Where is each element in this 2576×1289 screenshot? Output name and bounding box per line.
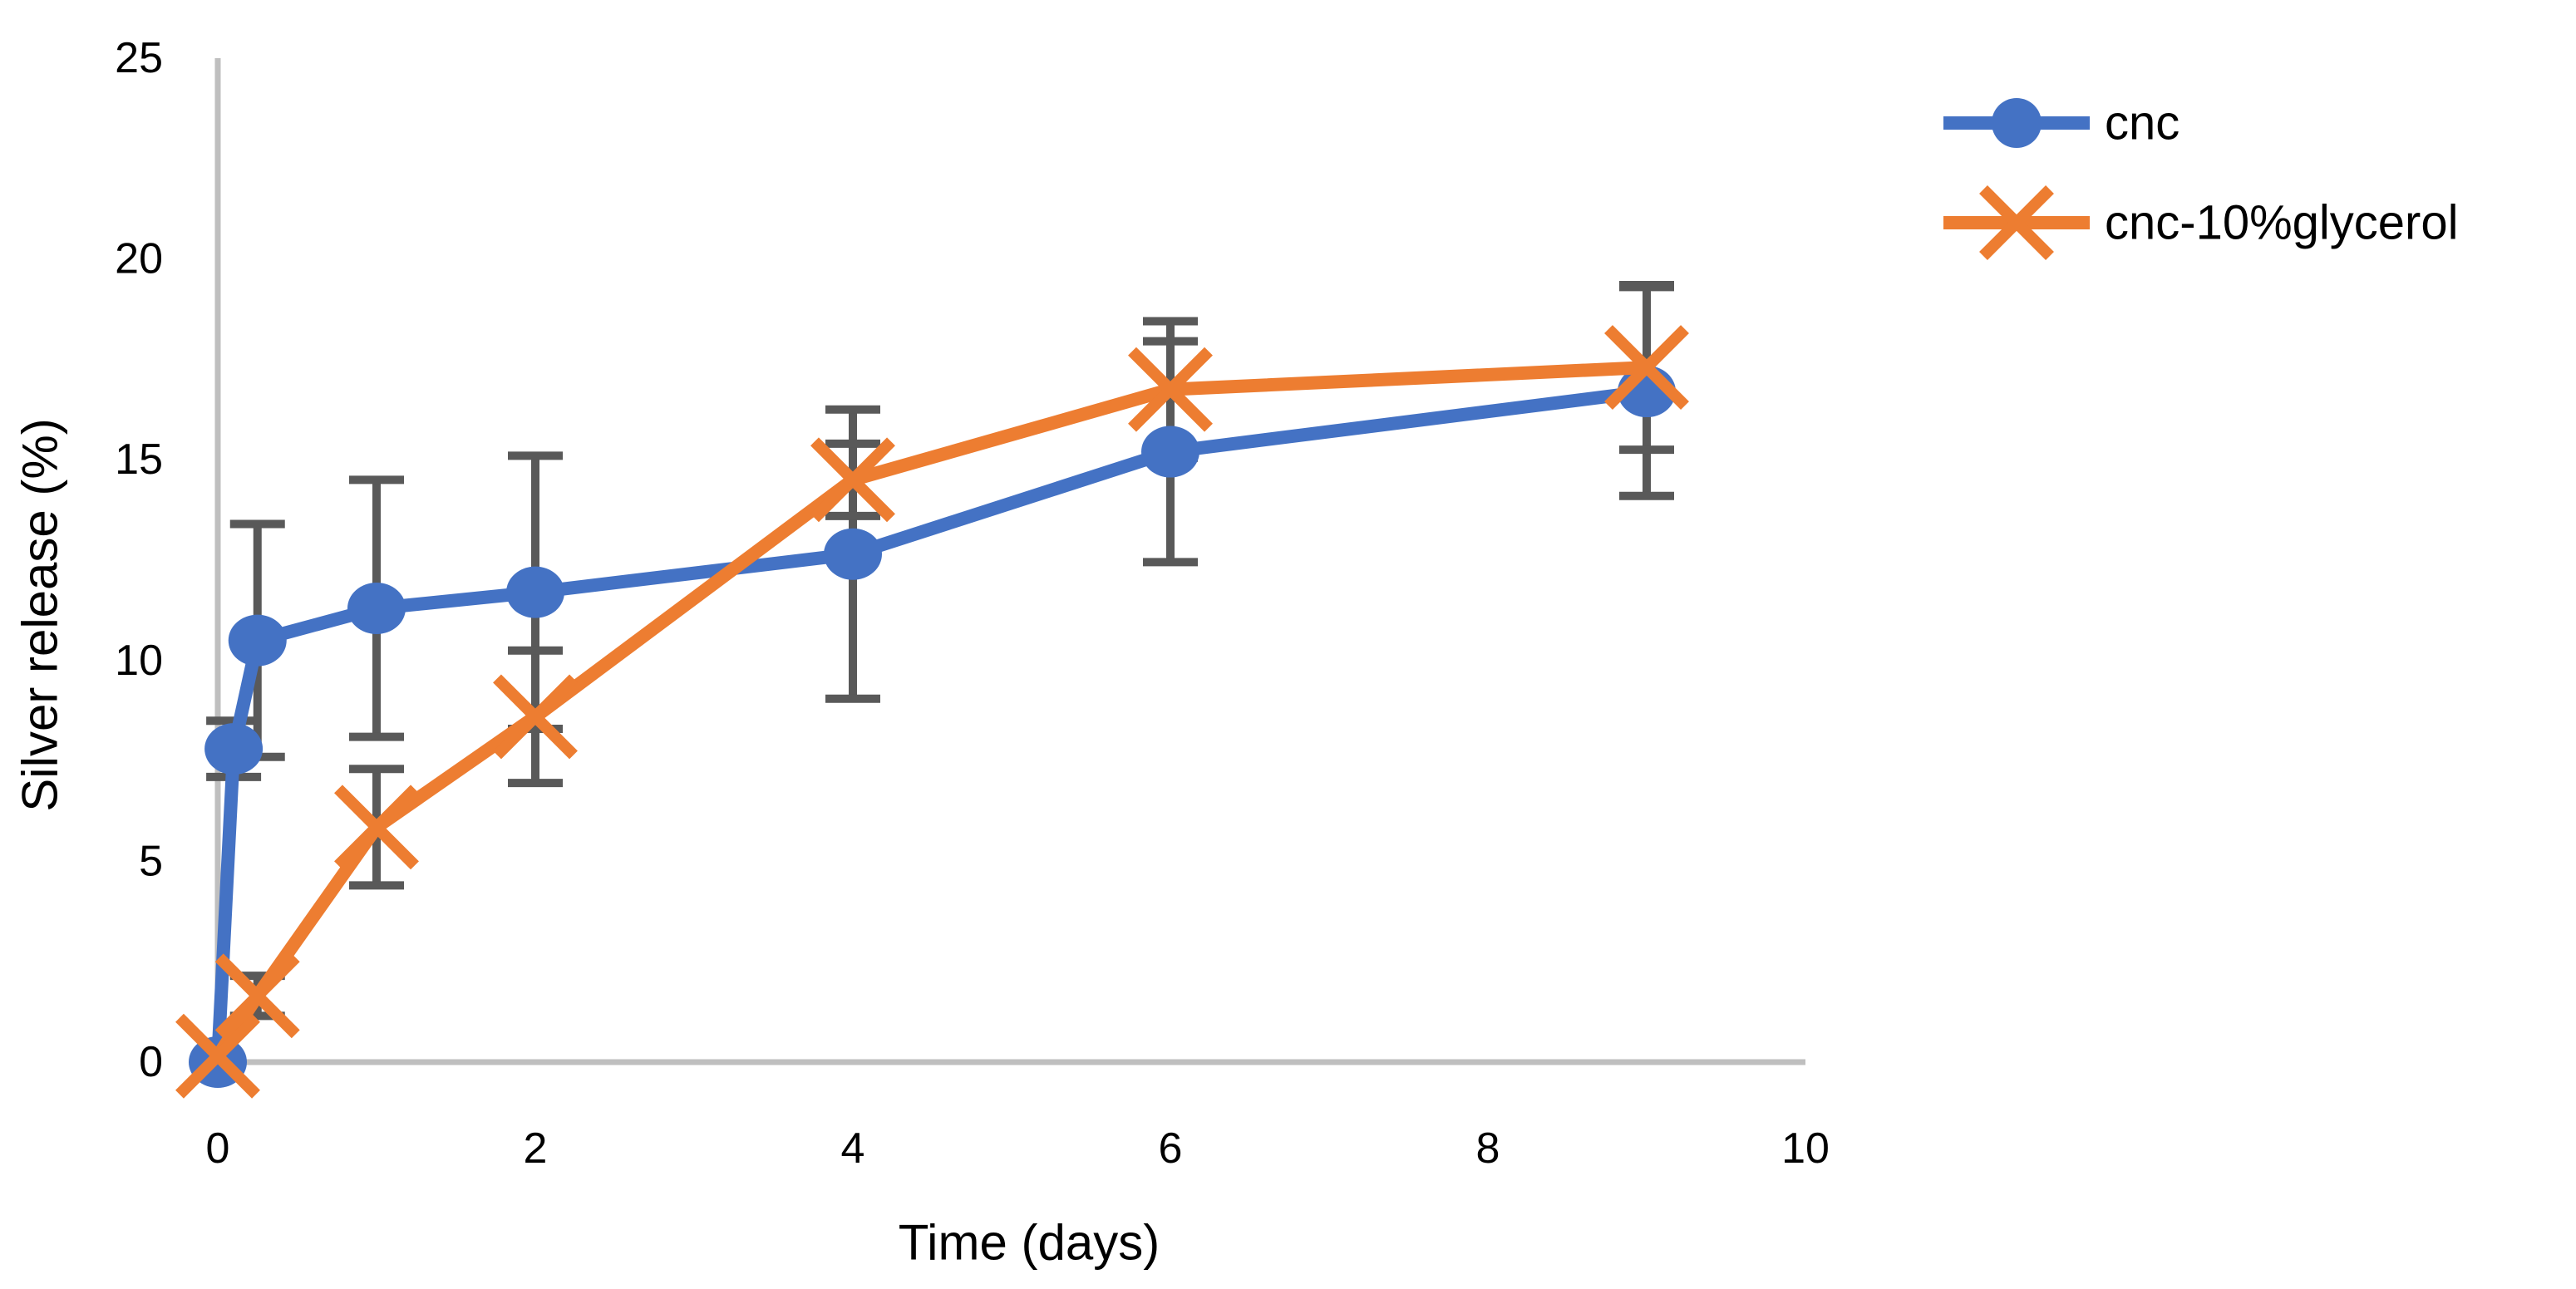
data-point-marker-x	[334, 785, 419, 870]
legend-item-cnc-10%glycerol: cnc-10%glycerol	[1943, 185, 2459, 260]
data-point-marker-circle	[1141, 426, 1199, 478]
x-tick-label: 2	[524, 1124, 548, 1173]
y-tick-label: 10	[115, 637, 163, 685]
data-point-marker-circle	[204, 723, 264, 775]
series-layer	[175, 325, 1689, 1099]
legend-marker-circle	[1992, 98, 2042, 148]
y-tick-label: 15	[115, 435, 163, 484]
data-point-marker-x	[1128, 347, 1213, 432]
axes-layer	[214, 58, 1805, 1065]
data-point-marker-x	[175, 1013, 260, 1099]
x-tick-label: 8	[1476, 1124, 1500, 1173]
data-point-marker-circle	[228, 614, 287, 667]
data-point-marker-circle	[347, 582, 406, 634]
y-tick-label: 25	[115, 34, 163, 82]
tick-labels-layer: 0 5 10 15 20 25 0 2 4 6 8 10	[115, 34, 1830, 1173]
y-tick-label: 20	[115, 235, 163, 283]
data-point-marker-circle	[506, 566, 564, 618]
legend-label: cnc	[2105, 96, 2180, 150]
x-tick-label: 0	[206, 1124, 230, 1173]
data-point-marker-circle	[824, 528, 882, 580]
x-tick-label: 10	[1781, 1124, 1830, 1173]
error-bars-layer	[206, 281, 1674, 1021]
legend-label: cnc-10%glycerol	[2105, 196, 2459, 250]
data-point-marker-x	[1604, 325, 1689, 411]
series-line-cnc-10%glycerol	[212, 361, 1648, 1060]
x-axis-title: Time (days)	[899, 1215, 1160, 1271]
x-tick-label: 6	[1159, 1124, 1183, 1173]
legend-marker-x	[1979, 185, 2054, 260]
data-point-marker-x	[214, 953, 300, 1039]
y-axis-title: Silver release (%)	[12, 418, 68, 811]
x-tick-label: 4	[841, 1124, 865, 1173]
series-line-cnc	[211, 385, 1648, 1063]
y-tick-label: 0	[139, 1038, 163, 1086]
legend: cnc cnc-10%glycerol	[1943, 96, 2459, 260]
data-point-marker-x	[810, 437, 895, 523]
legend-item-cnc: cnc	[1943, 96, 2180, 150]
data-point-marker-x	[493, 674, 578, 760]
y-tick-label: 5	[139, 837, 163, 885]
